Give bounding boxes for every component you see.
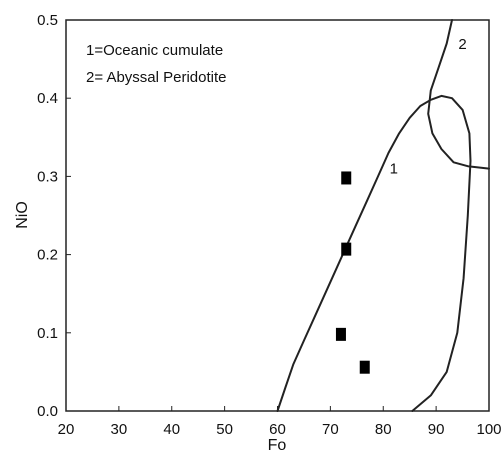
- field-1-boundary: [276, 94, 472, 412]
- y-axis-title: NiO: [14, 201, 31, 229]
- field-boundaries: [276, 19, 490, 412]
- legend: 1=Oceanic cumulate 2= Abyssal Peridotite: [86, 42, 227, 86]
- data-point: [341, 242, 352, 256]
- field-2-boundary: [427, 19, 490, 170]
- y-tick-label: 0.5: [37, 12, 58, 29]
- x-tick-label: 30: [111, 421, 128, 438]
- data-point: [359, 360, 370, 374]
- x-tick-label: 20: [58, 421, 75, 438]
- x-tick-label: 80: [375, 421, 392, 438]
- x-tick-label: 60: [269, 421, 286, 438]
- y-tick-label: 0.2: [37, 247, 58, 264]
- field-labels: 12: [390, 36, 467, 177]
- data-point: [335, 327, 346, 341]
- x-tick-label: 70: [322, 421, 339, 438]
- y-tick-label: 0.3: [37, 168, 58, 185]
- legend-entry-2: 2= Abyssal Peridotite: [86, 69, 227, 86]
- x-tick-label: 90: [428, 421, 445, 438]
- x-tick-label: 40: [163, 421, 180, 438]
- y-tick-label: 0.0: [37, 403, 58, 420]
- y-tick-label: 0.1: [37, 325, 58, 342]
- field-1-label: 1: [390, 160, 398, 177]
- y-tick-label: 0.4: [37, 90, 58, 107]
- field-2-label: 2: [458, 36, 466, 53]
- x-axis-ticks: 20 30 40 50 60 70 80 90 100: [58, 406, 502, 438]
- data-points: [335, 171, 370, 374]
- x-tick-label: 50: [216, 421, 233, 438]
- x-axis-title: Fo: [268, 437, 287, 454]
- data-point: [341, 171, 352, 185]
- legend-entry-1: 1=Oceanic cumulate: [86, 42, 223, 59]
- x-tick-label: 100: [476, 421, 501, 438]
- y-axis-ticks: 0.0 0.1 0.2 0.3 0.4 0.5: [37, 12, 71, 420]
